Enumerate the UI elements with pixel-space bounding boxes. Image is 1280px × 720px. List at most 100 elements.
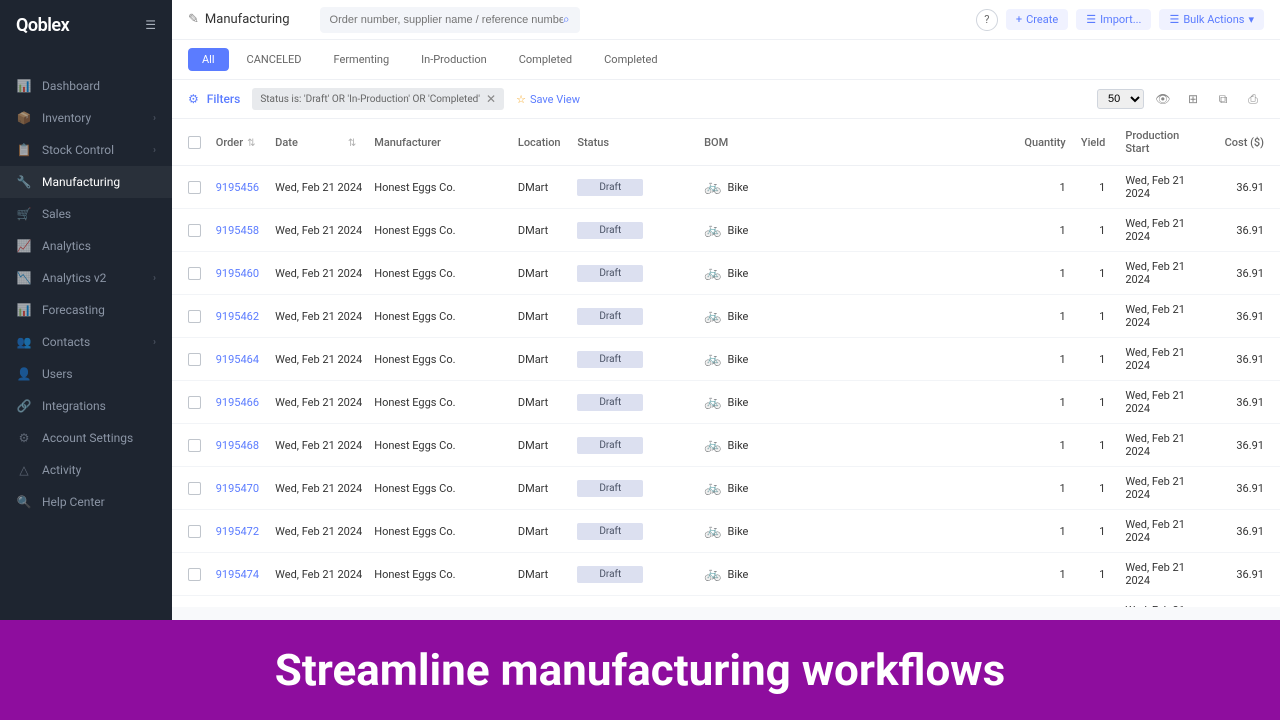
search-box[interactable]: ⌕ <box>320 7 580 33</box>
nav-icon: 👤 <box>16 366 32 382</box>
cell-date: Wed, Feb 21 2024 <box>275 224 374 237</box>
sidebar-item-dashboard[interactable]: 📊Dashboard <box>0 70 172 102</box>
col-date[interactable]: Date⇅ <box>275 136 374 149</box>
row-checkbox[interactable] <box>188 396 201 409</box>
copy-icon[interactable]: ⧉ <box>1212 88 1234 110</box>
col-location[interactable]: Location <box>518 136 577 149</box>
save-view-button[interactable]: ☆ Save View <box>516 93 580 106</box>
nav-label: Stock Control <box>42 143 114 157</box>
filters-label[interactable]: Filters <box>207 92 241 106</box>
sidebar-item-analytics[interactable]: 📈Analytics <box>0 230 172 262</box>
help-button[interactable]: ? <box>976 9 998 31</box>
table-row: 9195462 Wed, Feb 21 2024 Honest Eggs Co.… <box>172 295 1280 338</box>
order-link[interactable]: 9195466 <box>216 396 259 409</box>
tabs: AllCANCELEDFermentingIn-ProductionComple… <box>172 40 1280 80</box>
bulk-actions-button[interactable]: ☰Bulk Actions▾ <box>1159 9 1264 30</box>
nav-label: Forecasting <box>42 303 105 317</box>
nav-icon: 📊 <box>16 302 32 318</box>
row-checkbox[interactable] <box>188 353 201 366</box>
row-checkbox[interactable] <box>188 568 201 581</box>
col-manufacturer[interactable]: Manufacturer <box>374 136 518 149</box>
col-bom[interactable]: BOM <box>704 136 1011 149</box>
nav-icon: △ <box>16 462 32 478</box>
cell-quantity: 1 <box>1011 353 1065 366</box>
status-badge: Draft <box>577 179 643 196</box>
sidebar-item-users[interactable]: 👤Users <box>0 358 172 390</box>
bike-icon: 🚲 <box>704 265 721 281</box>
sidebar-item-account-settings[interactable]: ⚙Account Settings <box>0 422 172 454</box>
tab-fermenting[interactable]: Fermenting <box>320 48 404 71</box>
topbar-actions: ? +Create ☰Import... ☰Bulk Actions▾ <box>976 9 1264 31</box>
cell-manufacturer: Honest Eggs Co. <box>374 396 518 409</box>
row-checkbox[interactable] <box>188 181 201 194</box>
sidebar-item-stock-control[interactable]: 📋Stock Control› <box>0 134 172 166</box>
order-link[interactable]: 9195468 <box>216 439 259 452</box>
row-checkbox[interactable] <box>188 224 201 237</box>
page-size-select[interactable]: 50 <box>1097 89 1144 109</box>
sidebar-item-analytics-v2[interactable]: 📉Analytics v2› <box>0 262 172 294</box>
sidebar-item-forecasting[interactable]: 📊 Forecasting <box>0 294 172 326</box>
nav-label: Account Settings <box>42 431 133 445</box>
col-status[interactable]: Status <box>577 136 704 149</box>
tab-completed[interactable]: Completed <box>505 48 586 71</box>
row-checkbox[interactable] <box>188 267 201 280</box>
cell-production-start: Wed, Feb 21 2024 <box>1105 432 1204 458</box>
col-order[interactable]: Order⇅ <box>216 136 275 149</box>
select-all-checkbox[interactable] <box>188 136 201 149</box>
import-button[interactable]: ☰Import... <box>1076 9 1151 30</box>
table-row: 9195468 Wed, Feb 21 2024 Honest Eggs Co.… <box>172 424 1280 467</box>
sidebar-item-activity[interactable]: △ Activity <box>0 454 172 486</box>
nav-label: Dashboard <box>42 79 100 93</box>
sidebar-item-inventory[interactable]: 📦Inventory› <box>0 102 172 134</box>
sidebar-item-contacts[interactable]: 👥Contacts› <box>0 326 172 358</box>
hamburger-icon[interactable]: ☰ <box>145 18 156 32</box>
order-link[interactable]: 9195456 <box>216 181 259 194</box>
cell-quantity: 1 <box>1011 568 1065 581</box>
create-button[interactable]: +Create <box>1006 9 1068 30</box>
col-production-start[interactable]: Production Start <box>1105 129 1204 155</box>
nav-label: Activity <box>42 463 81 477</box>
order-link[interactable]: 9195462 <box>216 310 259 323</box>
print-icon[interactable]: ⎙ <box>1242 88 1264 110</box>
col-quantity[interactable]: Quantity <box>1011 136 1065 149</box>
col-cost[interactable]: Cost ($) <box>1205 136 1264 149</box>
sidebar-item-help-center[interactable]: 🔍Help Center <box>0 486 172 518</box>
tab-canceled[interactable]: CANCELED <box>233 48 316 71</box>
cell-yield: 1 <box>1066 181 1106 194</box>
order-link[interactable]: 9195470 <box>216 482 259 495</box>
order-link[interactable]: 9195464 <box>216 353 259 366</box>
cell-manufacturer: Honest Eggs Co. <box>374 353 518 366</box>
tab-all[interactable]: All <box>188 48 229 71</box>
topbar: ✎ Manufacturing ⌕ ? +Create ☰Import... ☰… <box>172 0 1280 40</box>
status-badge: Draft <box>577 222 643 239</box>
bike-icon: 🚲 <box>704 308 721 324</box>
row-checkbox[interactable] <box>188 439 201 452</box>
list-icon: ☰ <box>1169 13 1179 26</box>
visibility-icon[interactable]: 👁 <box>1152 88 1174 110</box>
tab-completed[interactable]: Completed <box>590 48 671 71</box>
order-link[interactable]: 9195474 <box>216 568 259 581</box>
cell-production-start: Wed, Feb 21 2024 <box>1105 475 1204 501</box>
row-checkbox[interactable] <box>188 310 201 323</box>
cell-location: DMart <box>518 525 577 538</box>
search-icon[interactable]: ⌕ <box>563 12 570 27</box>
col-yield[interactable]: Yield <box>1066 136 1106 149</box>
order-link[interactable]: 9195460 <box>216 267 259 280</box>
order-link[interactable]: 9195458 <box>216 224 259 237</box>
sidebar-item-integrations[interactable]: 🔗Integrations <box>0 390 172 422</box>
order-link[interactable]: 9195472 <box>216 525 259 538</box>
table-header: Order⇅ Date⇅ Manufacturer Location Statu… <box>172 119 1280 166</box>
nav-label: Integrations <box>42 399 106 413</box>
nav-icon: 📈 <box>16 238 32 254</box>
cell-quantity: 1 <box>1011 310 1065 323</box>
filter-icon[interactable]: ⚙ <box>188 92 199 106</box>
close-icon[interactable]: ✕ <box>486 92 496 106</box>
sidebar-item-manufacturing[interactable]: 🔧Manufacturing <box>0 166 172 198</box>
row-checkbox[interactable] <box>188 482 201 495</box>
row-checkbox[interactable] <box>188 525 201 538</box>
bike-icon: 🚲 <box>704 394 721 410</box>
columns-icon[interactable]: ⊞ <box>1182 88 1204 110</box>
tab-in-production[interactable]: In-Production <box>407 48 501 71</box>
search-input[interactable] <box>330 14 563 26</box>
sidebar-item-sales[interactable]: 🛒Sales <box>0 198 172 230</box>
